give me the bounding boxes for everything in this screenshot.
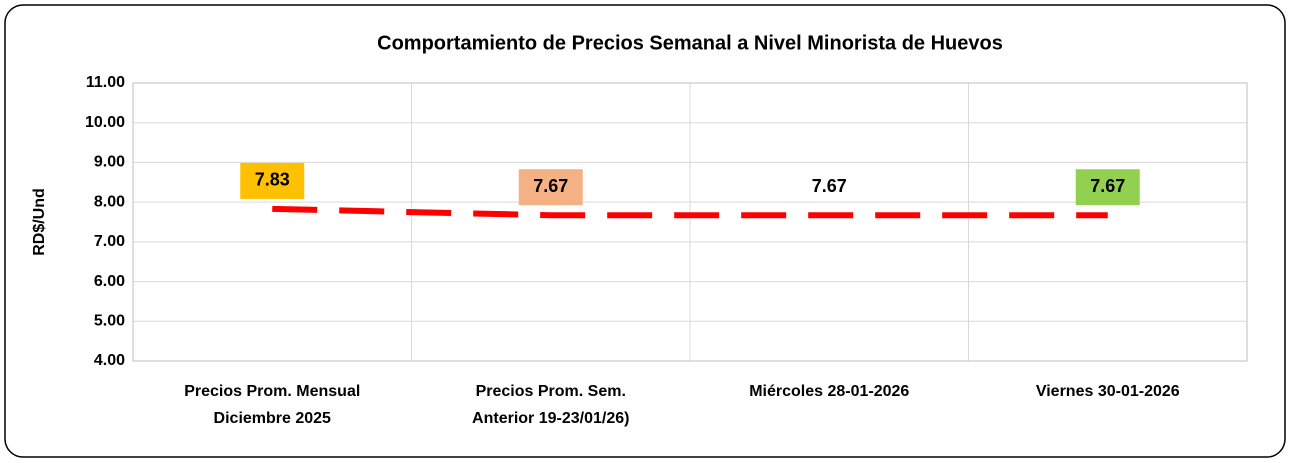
data-label: 7.67	[1090, 176, 1125, 196]
x-tick-label: Miércoles 28-01-2026	[749, 383, 909, 400]
data-label-bg	[518, 169, 583, 206]
y-axis-label: RD$/Und	[31, 188, 48, 256]
data-label-bg	[240, 162, 305, 199]
line	[272, 205, 1108, 219]
x-tick-label-line: Precios Prom. Sem.	[476, 383, 626, 400]
chart-title: Comportamiento de Precios Semanal a Nive…	[377, 32, 1003, 54]
chart-border	[4, 4, 1286, 458]
y-tick-label: 8.00	[94, 193, 125, 210]
x-tick-label-line: Diciembre 2025	[214, 410, 332, 427]
data-label: 7.67	[533, 176, 568, 196]
x-tick-label: Viernes 30-01-2026	[1036, 383, 1180, 400]
x-tick-label: Precios Prom. Sem. Anterior 19-23/01/26)	[472, 383, 629, 427]
data-label: 7.83	[255, 170, 290, 190]
y-tick-label: 4.00	[94, 352, 125, 369]
data-label: 7.67	[812, 176, 847, 196]
y-tick-label: 7.00	[94, 233, 125, 250]
y-tick-label: 6.00	[94, 273, 125, 290]
x-tick-label-line: Anterior 19-23/01/26)	[472, 410, 629, 427]
data-label-bg	[1075, 169, 1140, 206]
y-tick-label: 5.00	[94, 313, 125, 330]
x-tick-label-line: Miércoles 28-01-2026	[749, 383, 909, 400]
x-tick-label-line: Precios Prom. Mensual	[184, 383, 360, 400]
y-tick-label: 10.00	[85, 114, 125, 131]
y-tick-label: 11.00	[86, 74, 125, 91]
x-tick-label: Precios Prom. Mensual Diciembre 2025	[184, 383, 360, 427]
plot-border	[132, 82, 1248, 362]
x-tick-label-line: Viernes 30-01-2026	[1036, 383, 1180, 400]
y-tick-label: 9.00	[94, 154, 125, 171]
